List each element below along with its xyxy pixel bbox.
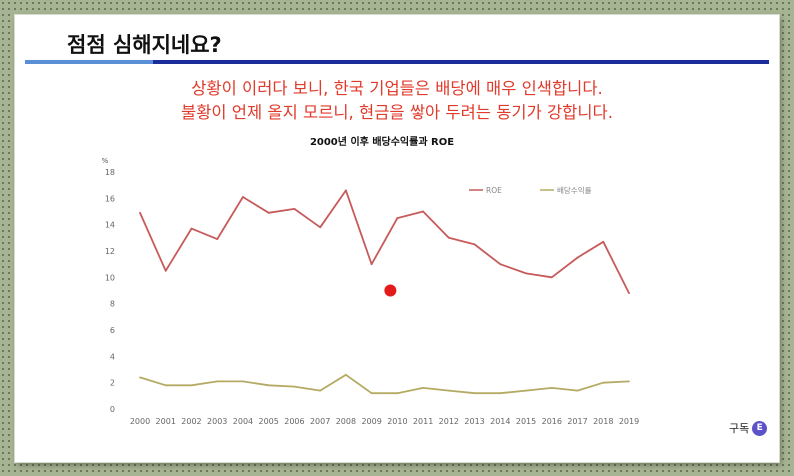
- x-tick-label: 2006: [284, 417, 304, 426]
- x-tick-label: 2009: [361, 417, 381, 426]
- series-line-roe: [139, 189, 630, 294]
- data-point: [576, 256, 579, 259]
- data-point: [447, 389, 450, 392]
- line-chart: 2000년 이후 배당수익률과 ROE% 0 2 4 6 8 10 12 14 16 18 2000 2…: [102, 135, 640, 426]
- x-tick-label: 2000: [130, 417, 150, 426]
- data-point: [293, 385, 296, 388]
- legend-dividend-yield-label: 배당수익률: [557, 185, 592, 195]
- title-underline: [25, 60, 769, 64]
- data-point: [344, 373, 347, 376]
- y-tick-label: 12: [105, 247, 115, 256]
- data-point: [550, 276, 553, 279]
- x-tick-label: 2012: [439, 417, 459, 426]
- y-tick-label: 10: [105, 273, 115, 282]
- data-point: [473, 243, 476, 246]
- data-point: [164, 269, 167, 272]
- data-point: [473, 392, 476, 395]
- data-point: [550, 387, 553, 389]
- y-tick-label: 0: [110, 405, 115, 414]
- y-axis-unit: %: [102, 157, 109, 165]
- data-point: [216, 238, 219, 241]
- x-tick-label: 2018: [593, 417, 613, 426]
- y-tick-label: 8: [110, 300, 115, 309]
- x-tick-label: 2007: [310, 417, 330, 426]
- data-point: [525, 389, 527, 392]
- x-tick-label: 2014: [490, 417, 510, 426]
- data-point: [602, 240, 605, 243]
- x-tick-label: 2013: [464, 417, 484, 426]
- data-point: [602, 381, 605, 384]
- data-point: [396, 217, 399, 219]
- x-tick-label: 2004: [233, 417, 253, 426]
- data-point: [139, 376, 141, 379]
- data-point: [190, 384, 193, 387]
- x-tick-label: 2003: [207, 417, 227, 426]
- y-tick-label: 18: [105, 168, 115, 177]
- data-point: [370, 392, 373, 395]
- letter-e-icon: E: [752, 420, 768, 436]
- pointer-marker: [384, 284, 397, 297]
- subscribe-label: 구독: [729, 422, 750, 435]
- subscribe-badge[interactable]: 구독 E: [729, 420, 768, 436]
- chart-title: 2000년 이후 배당수익률과 ROE: [310, 135, 454, 148]
- x-tick-label: 2008: [336, 417, 356, 426]
- data-point: [190, 227, 193, 230]
- x-tick-label: 2002: [181, 417, 201, 426]
- data-point: [319, 389, 322, 392]
- series-line-dividend-yield: [139, 373, 630, 395]
- y-tick-label: 16: [105, 194, 115, 203]
- data-point: [525, 272, 527, 275]
- data-point: [319, 226, 322, 229]
- data-point: [576, 389, 579, 392]
- y-tick-label: 2: [110, 379, 115, 388]
- data-point: [344, 189, 347, 192]
- y-tick-label: 4: [110, 352, 115, 361]
- x-tick-label: 2019: [619, 417, 639, 426]
- x-tick-label: 2016: [542, 417, 562, 426]
- x-tick-label: 2017: [567, 417, 587, 426]
- data-point: [628, 380, 630, 383]
- title-underline-accent: [25, 60, 153, 64]
- data-point: [422, 210, 425, 213]
- data-point: [370, 263, 373, 266]
- data-point: [242, 196, 244, 198]
- x-tick-label: 2015: [516, 417, 536, 426]
- data-point: [139, 211, 141, 214]
- data-point: [422, 387, 425, 389]
- data-point: [293, 207, 296, 210]
- subtitle-line-1: 상황이 이러다 보니, 한국 기업들은 배당에 매우 인색합니다.: [191, 79, 603, 98]
- data-point: [267, 211, 270, 214]
- x-tick-label: 2001: [156, 417, 176, 426]
- x-tick-label: 2005: [259, 417, 279, 426]
- subtitle-line-2: 불황이 언제 올지 모르니, 현금을 쌓아 두려는 동기가 강합니다.: [181, 103, 613, 122]
- data-point: [628, 292, 630, 295]
- y-tick-label: 6: [110, 326, 115, 335]
- legend-roe-label: ROE: [486, 186, 502, 195]
- slide: 점점 심해지네요? 상황이 이러다 보니, 한국 기업들은 배당에 매우 인색합…: [15, 15, 779, 462]
- x-tick-label: 2011: [413, 417, 433, 426]
- data-point: [242, 380, 244, 383]
- data-point: [164, 384, 167, 387]
- data-point: [499, 392, 502, 395]
- y-tick-label: 14: [105, 221, 115, 230]
- data-point: [267, 384, 270, 387]
- page-title: 점점 심해지네요?: [67, 33, 222, 57]
- data-point: [216, 380, 219, 383]
- x-tick-label: 2010: [387, 417, 407, 426]
- data-point: [447, 236, 450, 239]
- data-point: [396, 392, 399, 395]
- data-point: [499, 263, 502, 266]
